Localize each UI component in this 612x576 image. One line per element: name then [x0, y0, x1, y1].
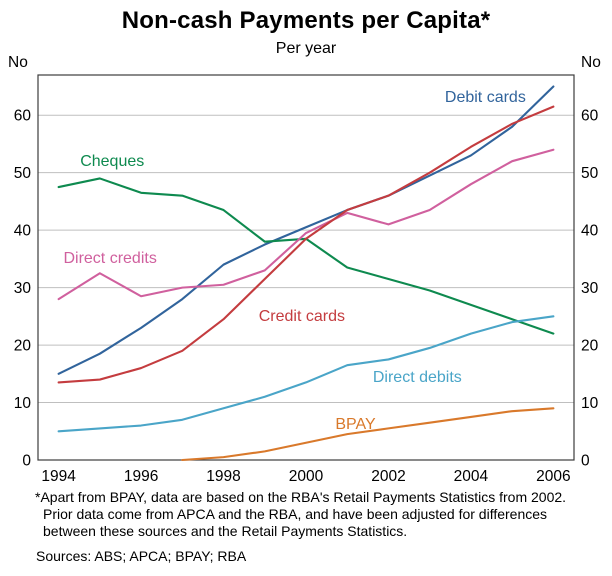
series-label-debit-cards: Debit cards — [445, 89, 526, 106]
x-tick: 1994 — [41, 468, 76, 485]
series-label-cheques: Cheques — [80, 153, 144, 170]
y-tick-left: 10 — [14, 395, 32, 412]
y-tick-right: 10 — [581, 395, 599, 412]
sources: Sources: ABS; APCA; BPAY; RBA — [36, 548, 247, 564]
y-tick-left: 40 — [14, 223, 32, 240]
y-tick-left: 0 — [22, 453, 31, 470]
y-tick-left: 20 — [14, 338, 32, 355]
series-line-bpay — [181, 407, 555, 462]
y-tick-right: 40 — [581, 223, 599, 240]
x-tick: 2004 — [454, 468, 489, 485]
y-unit-left: No — [8, 54, 28, 71]
chart-subtitle: Per year — [275, 40, 337, 57]
x-tick: 2002 — [371, 468, 405, 485]
y-unit-right: No — [581, 54, 601, 71]
plot-frame — [37, 74, 575, 461]
series-line-debit-cards — [57, 85, 555, 375]
series-label-bpay: BPAY — [335, 416, 376, 433]
series-line-direct-credits — [57, 148, 555, 301]
y-tick-left: 50 — [14, 165, 32, 182]
y-tick-left: 60 — [14, 108, 32, 125]
series-line-credit-cards — [57, 105, 555, 384]
x-tick: 2006 — [536, 468, 570, 485]
y-tick-right: 60 — [581, 108, 599, 125]
chart-title: Non-cash Payments per Capita* — [121, 7, 491, 34]
x-tick: 1998 — [206, 468, 240, 485]
x-tick: 1996 — [124, 468, 158, 485]
series-line-direct-debits — [57, 315, 555, 433]
y-tick-left: 30 — [14, 280, 32, 297]
series-label-credit-cards: Credit cards — [259, 308, 345, 325]
series-label-direct-credits: Direct credits — [63, 250, 156, 267]
x-tick: 2000 — [289, 468, 324, 485]
y-tick-right: 0 — [581, 453, 590, 470]
y-tick-right: 50 — [581, 165, 599, 182]
series-label-direct-debits: Direct debits — [373, 369, 462, 386]
footnote: *Apart from BPAY, data are based on the … — [35, 489, 567, 539]
y-tick-right: 30 — [581, 280, 599, 297]
y-tick-right: 20 — [581, 338, 599, 355]
